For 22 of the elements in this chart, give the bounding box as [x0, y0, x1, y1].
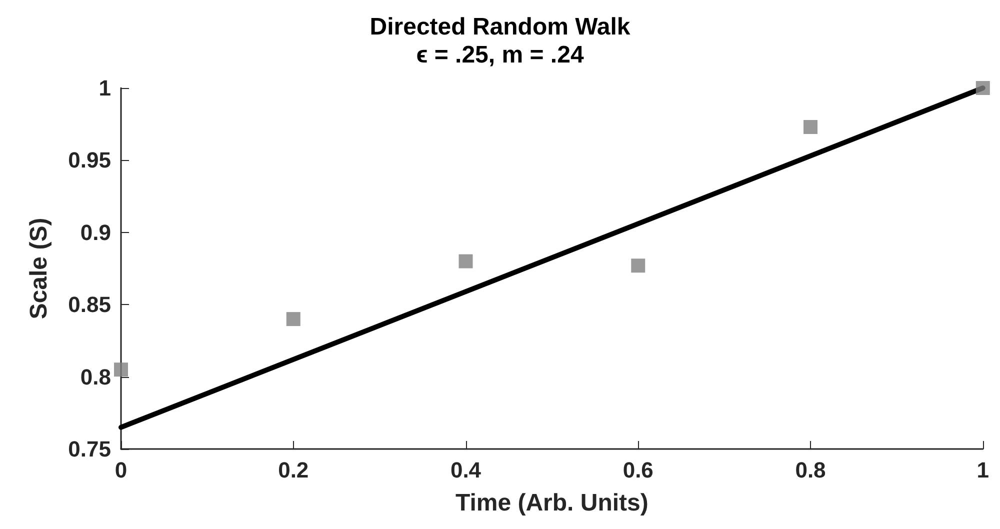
y-tick-label: 0.8: [80, 364, 111, 390]
x-tick-label: 0: [114, 458, 128, 482]
x-tick-label: 1: [976, 458, 990, 482]
point: [976, 81, 990, 95]
point: [114, 362, 128, 377]
x-tick-label: 0.2: [278, 458, 309, 482]
point: [458, 254, 473, 268]
y-axis-title: Scale (S): [26, 218, 52, 320]
y-tick-label: 0.75: [68, 436, 111, 462]
y-tick-label: 0.85: [68, 292, 111, 318]
y-tick-label: 1: [98, 76, 111, 100]
x-tick-label: 0.8: [795, 458, 826, 482]
x-tick-label: 0.4: [450, 458, 482, 482]
point: [286, 312, 300, 326]
point: [631, 258, 646, 273]
chart-subtitle: ϵ = .25, m = .24: [416, 42, 584, 68]
x-axis-title: Time (Arb. Units): [455, 490, 648, 516]
y-tick-label: 0.95: [68, 148, 111, 173]
chart-title: Directed Random Walk: [370, 14, 631, 40]
point: [804, 120, 818, 134]
x-tick-label: 0.6: [622, 458, 654, 482]
y-tick-label: 0.9: [80, 220, 111, 245]
